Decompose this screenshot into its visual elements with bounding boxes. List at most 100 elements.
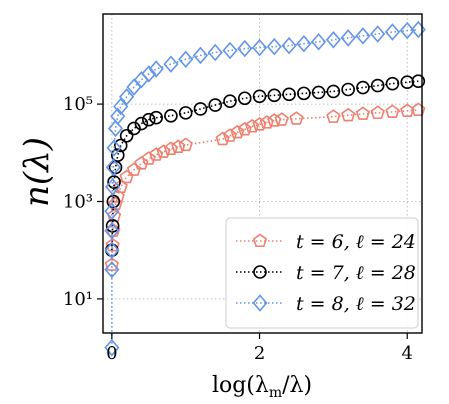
- x-tick-label: 4: [402, 343, 413, 364]
- data-point: [119, 128, 134, 143]
- data-point: [222, 41, 238, 60]
- data-point: [252, 117, 267, 131]
- data-point: [104, 257, 119, 271]
- series-circle: [105, 74, 426, 258]
- data-point: [341, 107, 356, 122]
- data-point: [223, 94, 237, 108]
- data-point: [411, 74, 426, 89]
- data-point: [384, 23, 401, 41]
- data-point: [149, 110, 163, 125]
- data-point: [399, 21, 415, 40]
- data-point: [141, 65, 157, 83]
- data-point: [267, 88, 282, 103]
- data-point: [325, 31, 341, 49]
- data-point: [134, 116, 149, 131]
- axis-ticks: 0 2 4 10¹ 10³ 10⁵: [63, 94, 413, 364]
- data-point: [106, 208, 122, 223]
- data-point: [215, 131, 230, 146]
- data-point: [230, 124, 245, 139]
- data-point: [127, 121, 141, 136]
- data-point: [356, 80, 370, 95]
- series-diamond: [104, 20, 426, 357]
- series-line: [111, 28, 419, 348]
- legend-box: [225, 217, 419, 329]
- data-point: [105, 158, 121, 177]
- data-point: [370, 25, 386, 43]
- legend-label: t = 8, ℓ = 32: [296, 293, 416, 315]
- series-layer: [104, 20, 426, 357]
- x-tick-label: 0: [106, 343, 117, 364]
- data-point: [163, 55, 179, 73]
- data-point: [411, 102, 426, 116]
- data-point: [178, 50, 194, 69]
- data-point: [237, 121, 252, 136]
- series-line: [111, 80, 419, 251]
- y-tick-label: 10⁵: [63, 94, 93, 115]
- x-axis-label: log(λm/λ): [212, 373, 312, 401]
- data-point: [178, 106, 193, 120]
- data-point: [192, 46, 209, 65]
- plot-frame: [102, 13, 423, 334]
- data-point: [341, 82, 355, 97]
- data-point: [148, 60, 164, 78]
- legend-marker: [252, 233, 268, 248]
- data-point: [104, 338, 120, 357]
- data-point: [400, 75, 415, 89]
- legend: t = 6, ℓ = 24 t = 7, ℓ = 28 t = 8, ℓ = 32: [225, 217, 419, 329]
- data-point: [282, 87, 296, 102]
- x-tick-label: 2: [254, 343, 265, 364]
- data-point: [164, 108, 178, 123]
- data-point: [222, 128, 238, 142]
- data-point: [326, 109, 341, 123]
- data-point: [134, 156, 149, 170]
- data-point: [113, 97, 129, 116]
- data-point: [208, 98, 223, 112]
- data-point: [370, 105, 385, 119]
- data-point: [259, 115, 275, 129]
- data-point: [296, 34, 312, 53]
- data-point: [119, 88, 135, 106]
- data-point: [266, 37, 282, 56]
- data-point: [104, 260, 120, 279]
- data-point: [110, 148, 125, 163]
- data-point: [274, 112, 289, 126]
- data-point: [385, 104, 400, 118]
- data-point: [311, 33, 327, 51]
- data-point: [385, 76, 400, 91]
- data-point: [104, 241, 120, 259]
- data-point: [104, 222, 120, 240]
- data-point: [105, 178, 121, 196]
- data-point: [355, 106, 371, 120]
- grid-lines: [103, 14, 422, 333]
- data-point: [149, 147, 164, 161]
- data-point: [113, 138, 128, 153]
- data-point: [163, 141, 179, 155]
- data-point: [237, 91, 252, 106]
- data-point: [171, 139, 186, 154]
- data-point: [251, 38, 268, 57]
- data-point: [370, 78, 385, 93]
- data-point: [107, 119, 124, 138]
- data-point: [110, 107, 126, 125]
- y-tick-label: 10¹: [63, 289, 93, 310]
- data-point: [141, 151, 156, 165]
- legend-label: t = 6, ℓ = 24: [296, 231, 416, 253]
- data-point: [245, 119, 260, 133]
- data-point: [252, 89, 267, 104]
- y-axis-label: n(λ): [17, 137, 57, 207]
- data-point: [207, 43, 223, 62]
- data-point: [193, 102, 208, 116]
- data-point: [340, 29, 356, 47]
- y-tick-label: 10³: [63, 192, 93, 213]
- data-point: [156, 144, 171, 158]
- data-point: [178, 137, 193, 152]
- data-point: [104, 202, 120, 220]
- data-point: [281, 36, 297, 55]
- data-point: [141, 112, 156, 127]
- data-point: [126, 162, 142, 176]
- data-point: [289, 111, 304, 125]
- data-point: [113, 179, 128, 193]
- data-point: [311, 85, 326, 100]
- data-point: [106, 139, 122, 157]
